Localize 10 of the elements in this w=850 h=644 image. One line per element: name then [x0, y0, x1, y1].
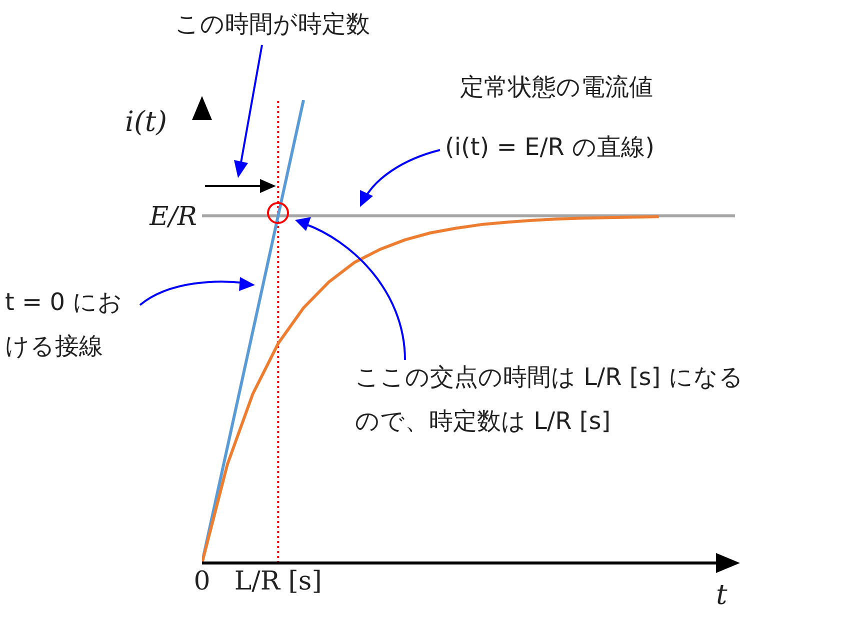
- x-tick-label: 0: [194, 566, 210, 596]
- ref-line-label: E/R: [148, 202, 197, 232]
- text: この時間が時定数: [175, 9, 371, 40]
- annotation: (i(t) = E/R の直線): [445, 132, 656, 163]
- text: t = 0 における接線: [5, 287, 124, 362]
- annotation: ここの交点の時間は L/R [s] になるので、時定数は L/R [s]: [355, 362, 744, 437]
- x-tick-label: L/R [s]: [234, 566, 322, 596]
- y-axis-title: i(t): [125, 105, 168, 138]
- annotation: 定常状態の電流値: [460, 72, 654, 103]
- x-axis-title: t: [716, 578, 728, 611]
